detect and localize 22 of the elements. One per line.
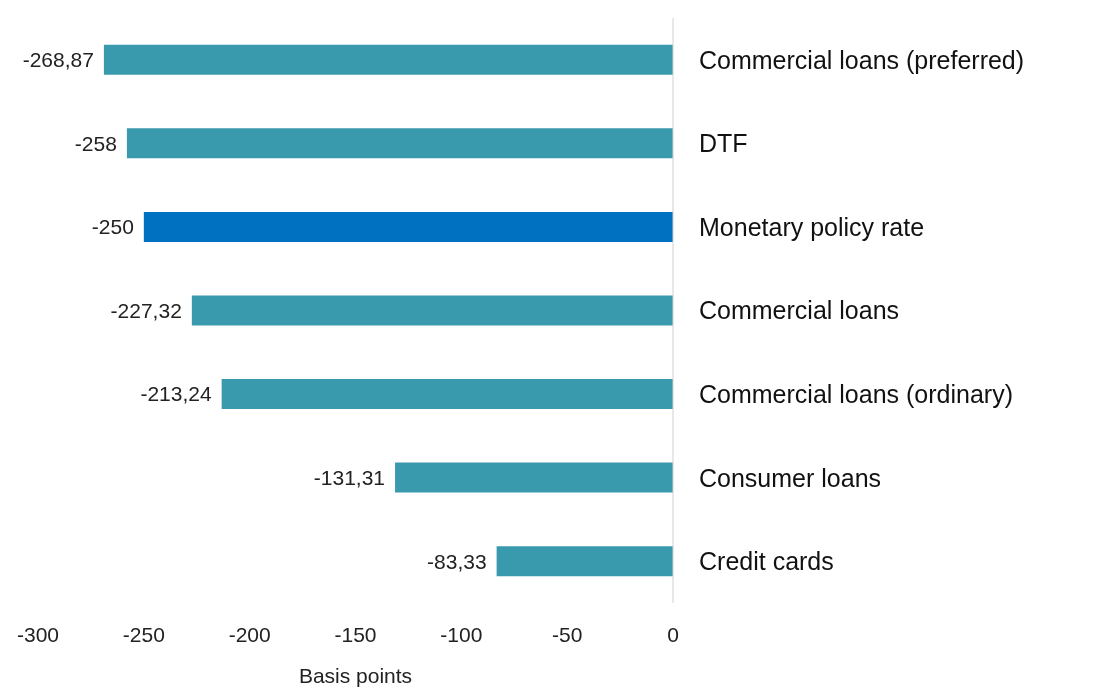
x-tick-label: -200 xyxy=(228,622,271,646)
data-label: -213,24 xyxy=(140,382,212,406)
y-tick-label: Credit cards xyxy=(699,547,834,576)
data-label: -258 xyxy=(74,131,117,155)
y-tick-label: Commercial loans xyxy=(699,296,900,325)
y-tick-label: Monetary policy rate xyxy=(699,212,925,241)
data-label: -83,33 xyxy=(427,549,487,573)
y-tick-label: Commercial loans (ordinary) xyxy=(699,379,1013,408)
data-label: -227,32 xyxy=(110,298,182,322)
x-tick-label: -250 xyxy=(122,622,165,646)
x-tick-label: 0 xyxy=(667,622,679,646)
y-tick-label: DTF xyxy=(699,129,748,158)
y-tick-label: Consumer loans xyxy=(699,463,882,492)
x-tick-label: -300 xyxy=(16,622,60,646)
x-tick-label: -100 xyxy=(440,622,483,646)
data-label: -268,87 xyxy=(22,48,94,72)
data-label: -250 xyxy=(91,215,134,239)
x-axis-title: Basis points xyxy=(298,664,413,687)
data-label: -131,31 xyxy=(313,465,386,489)
x-tick-label: -150 xyxy=(334,622,377,646)
x-tick-label: -50 xyxy=(551,622,583,646)
y-tick-label: Commercial loans (preferred) xyxy=(699,45,1025,74)
